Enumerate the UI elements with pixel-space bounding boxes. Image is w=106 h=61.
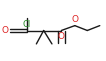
Text: O: O	[58, 32, 65, 41]
Text: O: O	[71, 15, 78, 24]
Text: O: O	[1, 26, 8, 35]
Text: Cl: Cl	[23, 20, 31, 29]
